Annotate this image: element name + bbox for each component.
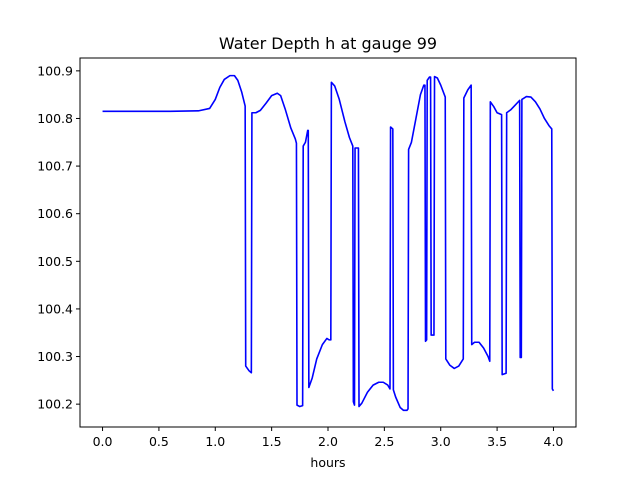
x-tick-label: 1.0 xyxy=(205,434,225,449)
y-tick-label: 100.2 xyxy=(37,397,73,412)
x-tick-label: 3.5 xyxy=(487,434,507,449)
series-layer xyxy=(102,74,555,412)
x-tick-label: 4.0 xyxy=(544,434,564,449)
y-tick-label: 100.4 xyxy=(37,301,73,316)
x-axis: 0.0 0.5 1.0 1.5 2.0 2.5 3.0 3.5 4.0 xyxy=(93,427,564,449)
x-tick-label: 2.5 xyxy=(374,434,394,449)
series-line xyxy=(102,74,555,412)
x-tick-label: 3.0 xyxy=(431,434,451,449)
x-tick-label: 0.0 xyxy=(93,434,113,449)
chart-title: Water Depth h at gauge 99 xyxy=(219,34,437,53)
x-tick-label: 1.5 xyxy=(262,434,282,449)
y-tick-label: 100.9 xyxy=(37,63,73,78)
y-tick-label: 100.3 xyxy=(37,349,73,364)
x-axis-label: hours xyxy=(310,455,345,470)
y-tick-label: 100.5 xyxy=(37,254,73,269)
y-axis: 100.2 100.3 100.4 100.5 100.6 100.7 100.8 100.9 xyxy=(37,63,80,412)
x-tick-label: 0.5 xyxy=(149,434,169,449)
y-tick-label: 100.6 xyxy=(37,206,73,221)
y-tick-label: 100.7 xyxy=(37,159,73,174)
x-tick-label: 2.0 xyxy=(318,434,338,449)
y-tick-label: 100.8 xyxy=(37,111,73,126)
